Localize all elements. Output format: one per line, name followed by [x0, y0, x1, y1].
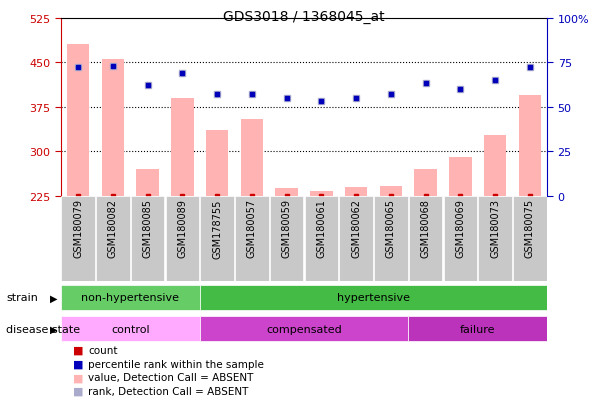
Text: GSM180068: GSM180068 [421, 199, 430, 257]
Text: control: control [111, 324, 150, 334]
Bar [310, 192, 333, 196]
Text: GSM180079: GSM180079 [73, 199, 83, 258]
Bar [513, 196, 547, 281]
Text: failure: failure [460, 324, 496, 334]
Text: GSM180065: GSM180065 [386, 199, 396, 258]
Text: GSM180082: GSM180082 [108, 199, 118, 258]
Bar [102, 59, 124, 196]
Text: GSM180085: GSM180085 [143, 199, 153, 258]
Bar [67, 45, 89, 196]
Text: GSM180057: GSM180057 [247, 199, 257, 258]
Text: GSM178755: GSM178755 [212, 199, 222, 258]
Bar [200, 285, 547, 311]
Text: ■: ■ [73, 386, 83, 396]
Bar [235, 196, 269, 281]
Bar [131, 196, 164, 281]
Bar [449, 158, 472, 196]
Text: non-hypertensive: non-hypertensive [81, 293, 179, 303]
Bar [61, 196, 95, 281]
Text: compensated: compensated [266, 324, 342, 334]
Text: ■: ■ [73, 345, 83, 355]
Bar [305, 196, 338, 281]
Bar [345, 188, 367, 196]
Bar [409, 196, 442, 281]
Text: GSM180062: GSM180062 [351, 199, 361, 258]
Bar [444, 196, 477, 281]
Bar [270, 196, 303, 281]
Bar [478, 196, 512, 281]
Text: ■: ■ [73, 359, 83, 369]
Text: count: count [88, 345, 118, 355]
Bar [201, 196, 234, 281]
Bar [96, 196, 130, 281]
Bar [171, 98, 194, 196]
Text: value, Detection Call = ABSENT: value, Detection Call = ABSENT [88, 373, 254, 382]
Text: GSM180061: GSM180061 [316, 199, 326, 257]
Text: disease state: disease state [6, 324, 80, 334]
Text: GSM180075: GSM180075 [525, 199, 535, 258]
Bar [61, 285, 200, 311]
Text: ▶: ▶ [50, 293, 58, 303]
Text: GSM180069: GSM180069 [455, 199, 465, 257]
Bar [166, 196, 199, 281]
Bar [136, 169, 159, 196]
Text: percentile rank within the sample: percentile rank within the sample [88, 359, 264, 369]
Bar [408, 316, 547, 342]
Text: GSM180089: GSM180089 [178, 199, 187, 257]
Bar [379, 186, 402, 196]
Text: GDS3018 / 1368045_at: GDS3018 / 1368045_at [223, 10, 385, 24]
Bar [414, 169, 437, 196]
Bar [484, 135, 506, 196]
Text: strain: strain [6, 293, 38, 303]
Bar [241, 119, 263, 196]
Bar [200, 316, 408, 342]
Bar [206, 131, 229, 196]
Text: hypertensive: hypertensive [337, 293, 410, 303]
Text: ▶: ▶ [50, 324, 58, 334]
Bar [519, 95, 541, 196]
Bar [61, 316, 200, 342]
Text: GSM180059: GSM180059 [282, 199, 292, 258]
Text: ■: ■ [73, 373, 83, 382]
Bar [374, 196, 407, 281]
Text: rank, Detection Call = ABSENT: rank, Detection Call = ABSENT [88, 386, 249, 396]
Bar [275, 188, 298, 196]
Text: GSM180073: GSM180073 [490, 199, 500, 258]
Bar [339, 196, 373, 281]
